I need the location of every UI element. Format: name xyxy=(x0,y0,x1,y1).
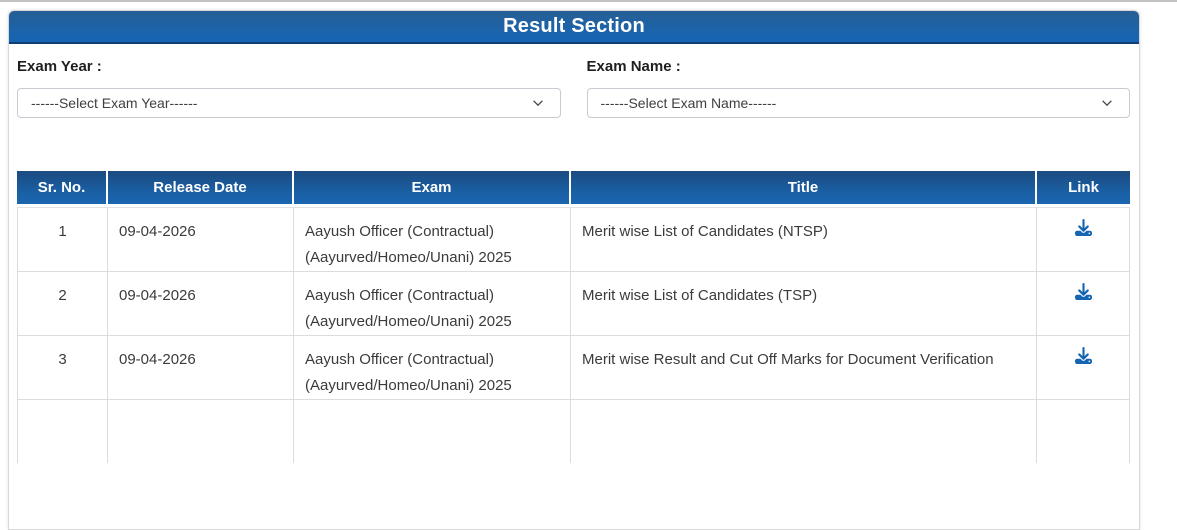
exam-cell: Aayush Officer (Contractual) (Aayurved/H… xyxy=(294,272,571,336)
exam-name-filter: Exam Name : ------Select Exam Name------ xyxy=(586,58,1130,118)
link-cell xyxy=(1037,336,1130,400)
exam-name-select[interactable]: ------Select Exam Name------ xyxy=(586,88,1130,118)
result-section-card: Result Section Exam Year : ------Select … xyxy=(8,10,1140,530)
exam-year-label: Exam Year : xyxy=(17,58,102,75)
sr-no-cell: 1 xyxy=(17,207,108,272)
title-cell: Merit wise Result and Cut Off Marks for … xyxy=(571,336,1037,400)
table-row: 1 09-04-2026 Aayush Officer (Contractual… xyxy=(17,207,1130,272)
sr-no-cell xyxy=(17,400,108,463)
column-header-sr-no: Sr. No. xyxy=(17,171,108,207)
download-icon[interactable] xyxy=(1074,347,1092,364)
result-section-header: Result Section xyxy=(9,11,1139,44)
table-row: 3 09-04-2026 Aayush Officer (Contractual… xyxy=(17,336,1130,400)
table-row-partial xyxy=(17,400,1130,463)
chevron-down-icon xyxy=(1100,96,1114,110)
title-cell: Merit wise List of Candidates (TSP) xyxy=(571,272,1037,336)
exam-year-select[interactable]: ------Select Exam Year------ xyxy=(17,88,561,118)
download-icon[interactable] xyxy=(1074,219,1092,236)
exam-year-selected-value: ------Select Exam Year------ xyxy=(31,95,198,111)
exam-cell xyxy=(294,400,571,463)
page-top-divider xyxy=(0,0,1177,2)
link-cell xyxy=(1037,400,1130,463)
exam-cell: Aayush Officer (Contractual) (Aayurved/H… xyxy=(294,336,571,400)
table-row: 2 09-04-2026 Aayush Officer (Contractual… xyxy=(17,272,1130,336)
sr-no-cell: 3 xyxy=(17,336,108,400)
column-header-link: Link xyxy=(1037,171,1130,207)
results-table-wrap: Sr. No. Release Date Exam Title Link 1 0… xyxy=(17,171,1130,463)
release-date-cell: 09-04-2026 xyxy=(108,272,294,336)
exam-name-selected-value: ------Select Exam Name------ xyxy=(600,95,777,111)
exam-name-label: Exam Name : xyxy=(586,58,681,75)
sr-no-cell: 2 xyxy=(17,272,108,336)
link-cell xyxy=(1037,272,1130,336)
download-icon[interactable] xyxy=(1074,283,1092,300)
exam-year-filter: Exam Year : ------Select Exam Year------ xyxy=(17,58,561,118)
table-header-row: Sr. No. Release Date Exam Title Link xyxy=(17,171,1130,207)
exam-cell: Aayush Officer (Contractual) (Aayurved/H… xyxy=(294,207,571,272)
filter-bar: Exam Year : ------Select Exam Year------… xyxy=(9,44,1139,118)
results-table: Sr. No. Release Date Exam Title Link 1 0… xyxy=(17,171,1130,463)
release-date-cell: 09-04-2026 xyxy=(108,336,294,400)
release-date-cell: 09-04-2026 xyxy=(108,207,294,272)
column-header-title: Title xyxy=(571,171,1037,207)
column-header-release-date: Release Date xyxy=(108,171,294,207)
column-header-exam: Exam xyxy=(294,171,571,207)
chevron-down-icon xyxy=(531,96,545,110)
title-cell xyxy=(571,400,1037,463)
page-title: Result Section xyxy=(503,15,645,37)
link-cell xyxy=(1037,207,1130,272)
title-cell: Merit wise List of Candidates (NTSP) xyxy=(571,207,1037,272)
release-date-cell xyxy=(108,400,294,463)
